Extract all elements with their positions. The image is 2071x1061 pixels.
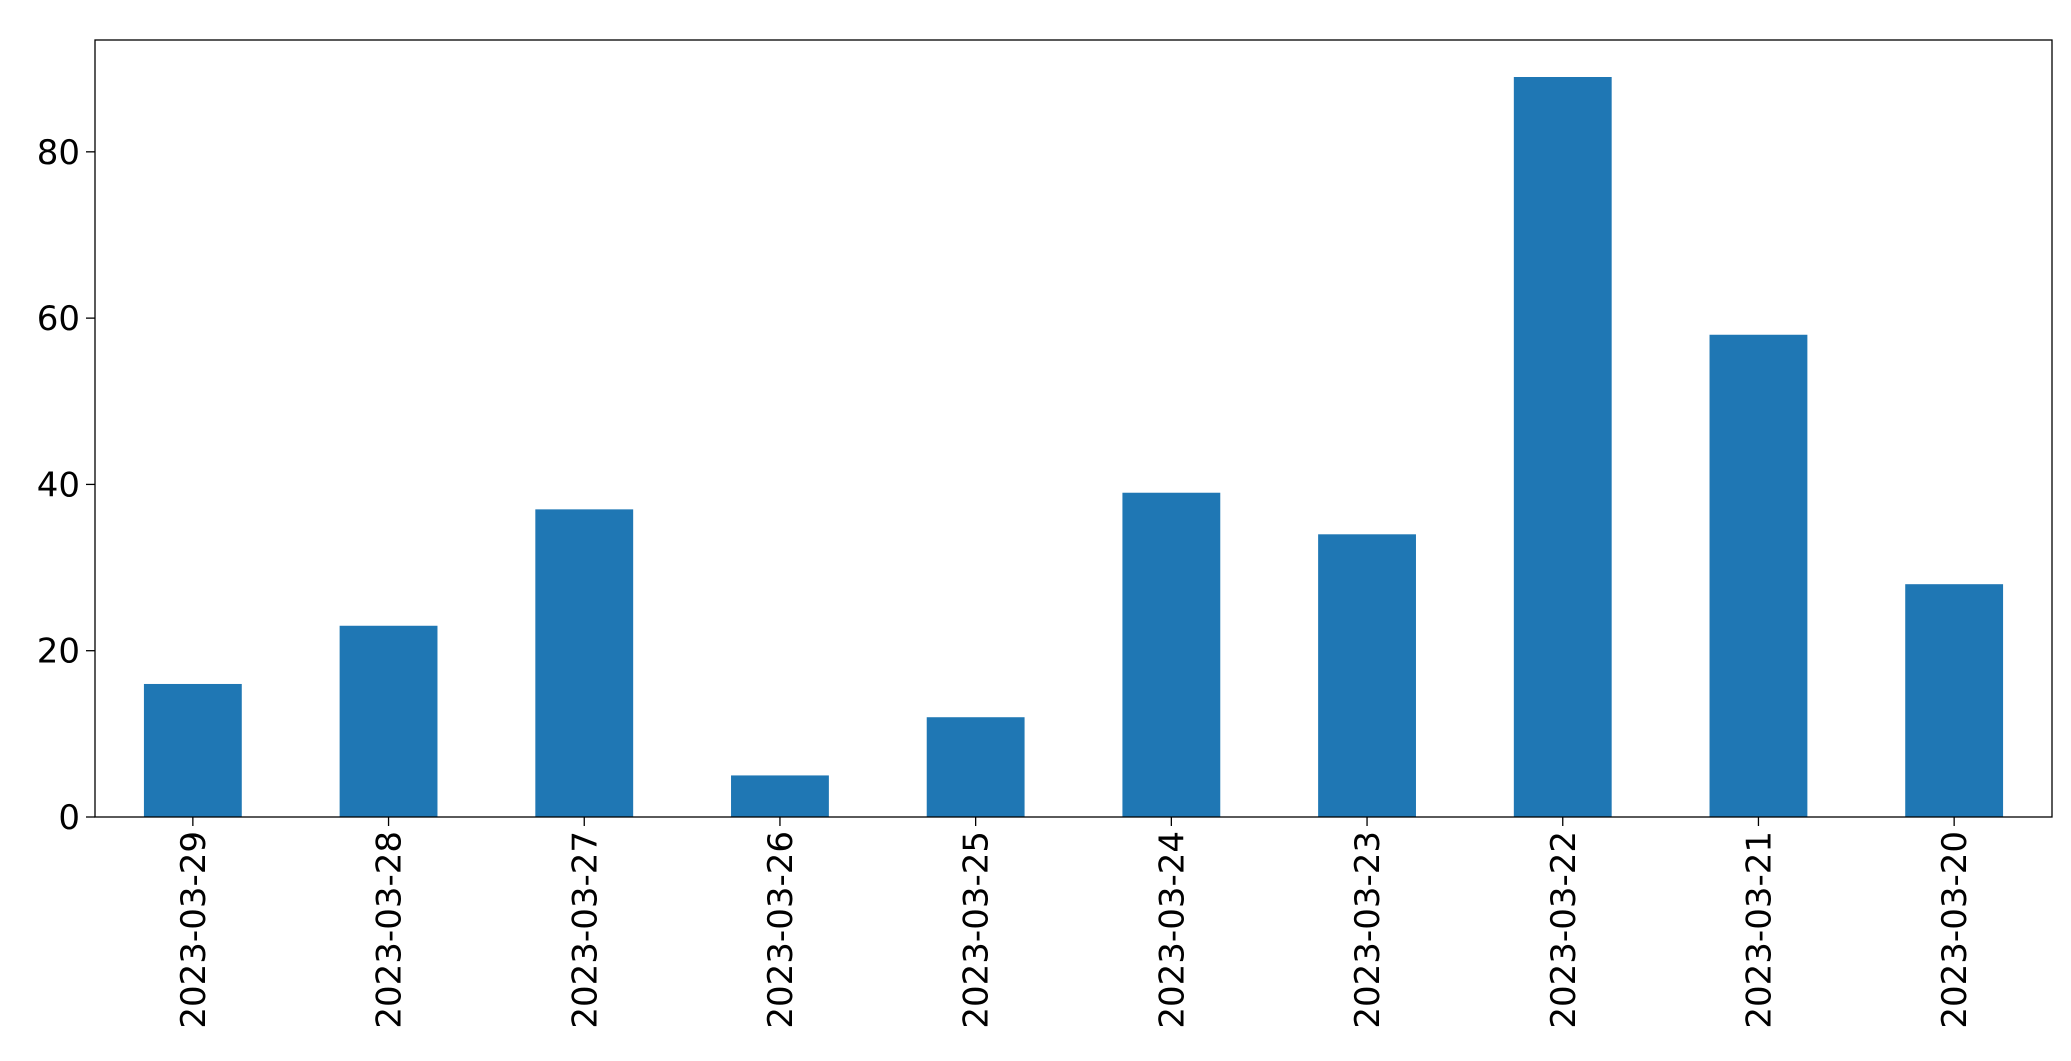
x-tick-label: 2023-03-23	[1348, 831, 1388, 1029]
y-tick-label: 60	[37, 299, 80, 339]
x-tick-label: 2023-03-29	[174, 831, 214, 1029]
x-tick-label: 2023-03-24	[1152, 831, 1192, 1029]
bar	[535, 509, 634, 817]
x-tick-label: 2023-03-21	[1739, 831, 1779, 1029]
bar	[143, 683, 242, 817]
x-tick-label: 2023-03-25	[957, 831, 997, 1029]
y-tick-label: 0	[58, 798, 80, 838]
x-tick-label: 2023-03-27	[565, 831, 605, 1029]
y-tick-label: 40	[37, 465, 80, 505]
x-tick-label: 2023-03-28	[370, 831, 410, 1029]
bar	[1709, 334, 1808, 817]
bar	[1905, 584, 2004, 817]
bar	[1318, 534, 1416, 817]
y-tick-label: 80	[37, 133, 80, 173]
bar	[1513, 77, 1612, 817]
x-tick-label: 2023-03-22	[1544, 831, 1584, 1029]
bar	[731, 775, 829, 817]
bar	[339, 625, 438, 817]
bar	[1122, 492, 1221, 817]
plot-frame	[94, 39, 2053, 818]
y-tick-label: 20	[37, 632, 80, 672]
bar	[926, 717, 1025, 817]
x-tick-label: 2023-03-26	[761, 831, 801, 1029]
x-tick-label: 2023-03-20	[1935, 831, 1975, 1029]
